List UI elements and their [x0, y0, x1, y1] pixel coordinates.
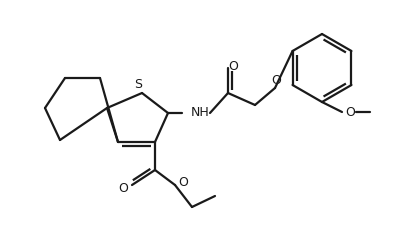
Text: O: O [118, 182, 128, 194]
Text: NH: NH [191, 106, 209, 119]
Text: O: O [228, 60, 238, 73]
Text: O: O [271, 74, 281, 86]
Text: O: O [178, 175, 188, 188]
Text: S: S [134, 79, 142, 91]
Text: O: O [345, 105, 355, 119]
